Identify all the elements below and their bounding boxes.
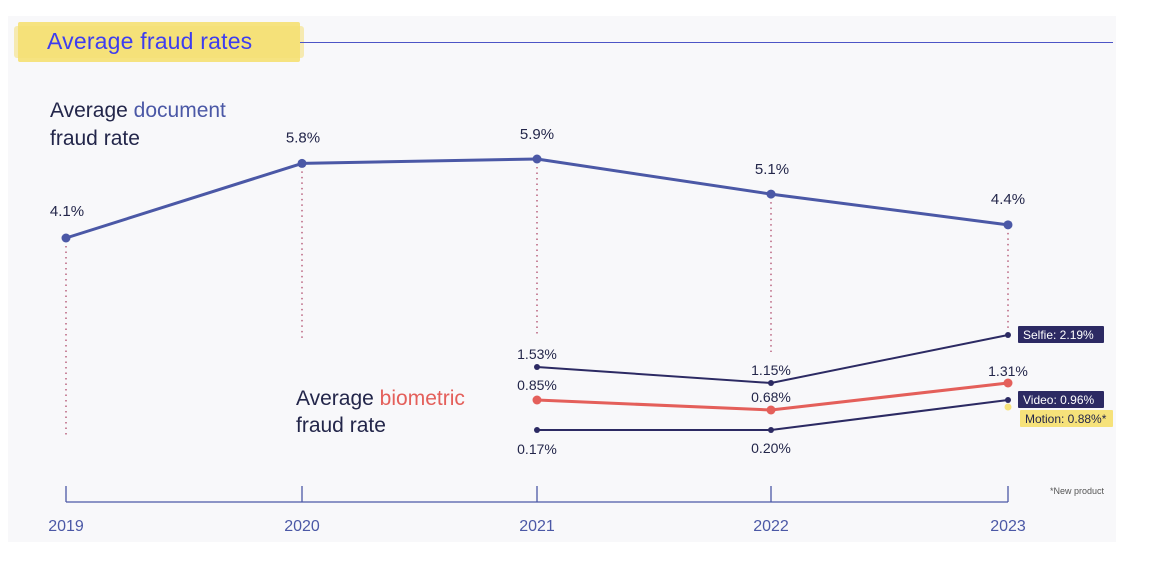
motion-point	[1005, 397, 1011, 403]
motion-point	[768, 427, 774, 433]
video-tag-bg	[1018, 391, 1104, 408]
video-point	[766, 405, 776, 415]
selfie-value-label: 1.53%	[517, 346, 557, 362]
document-point	[61, 233, 71, 243]
document-value-label: 5.9%	[520, 126, 554, 143]
footnote: *New product	[1050, 486, 1105, 496]
x-axis: 2019 2020 2021 2022 2023	[48, 486, 1026, 535]
document-label-line1: Average document	[50, 99, 226, 122]
document-value-label: 5.1%	[755, 161, 789, 178]
chart-panel	[8, 16, 1116, 542]
x-tick-label: 2021	[519, 518, 555, 535]
x-tick-label: 2020	[284, 518, 320, 535]
series-points	[61, 154, 1013, 433]
selfie-point	[534, 364, 540, 370]
video-value-label: 0.85%	[517, 377, 557, 393]
document-point	[1003, 220, 1013, 230]
video-value-label: 1.31%	[988, 363, 1028, 379]
value-labels: 4.1% 5.8% 5.9% 5.1% 4.4% 1.53% 1.15% 0.85% 0.68%…	[50, 126, 1028, 457]
motion-point	[534, 427, 540, 433]
chart-title: Average fraud rates	[47, 28, 253, 54]
motion-value-label: 0.20%	[751, 440, 791, 456]
x-tick-label: 2022	[753, 518, 789, 535]
document-line	[65, 157, 1009, 240]
motion-tag-bg	[1020, 410, 1113, 427]
video-point	[1003, 378, 1013, 388]
document-value-label: 4.4%	[991, 191, 1025, 208]
document-point	[766, 189, 776, 199]
video-point	[532, 395, 542, 405]
motion-tag-label: Motion: 0.88%*	[1025, 412, 1107, 426]
end-tags: Selfie: 2.19% Video: 0.96% Motion: 0.88%*	[1004, 326, 1113, 427]
document-point	[532, 154, 542, 164]
document-value-label: 5.8%	[286, 129, 320, 146]
motion-value-label: 0.17%	[517, 441, 557, 457]
document-point	[297, 158, 307, 168]
selfie-tag-bg	[1018, 326, 1104, 343]
selfie-point	[1005, 332, 1011, 338]
selfie-point	[768, 380, 774, 386]
guide-lines	[65, 167, 1009, 436]
biometric-label-line2: fraud rate	[296, 414, 386, 437]
document-label-line2: fraud rate	[50, 127, 140, 150]
x-tick-label: 2019	[48, 518, 84, 535]
video-tag-label: Video: 0.96%	[1023, 393, 1094, 407]
x-tick-label: 2023	[990, 518, 1026, 535]
video-value-label: 0.68%	[751, 389, 791, 405]
document-value-label: 4.1%	[50, 203, 84, 220]
biometric-label-line1: Average biometric	[296, 387, 465, 410]
title-rule	[300, 42, 1113, 43]
title-highlight	[14, 22, 304, 62]
selfie-tag-label: Selfie: 2.19%	[1023, 328, 1094, 342]
selfie-value-label: 1.15%	[751, 362, 791, 378]
motion-marker	[1004, 403, 1012, 411]
